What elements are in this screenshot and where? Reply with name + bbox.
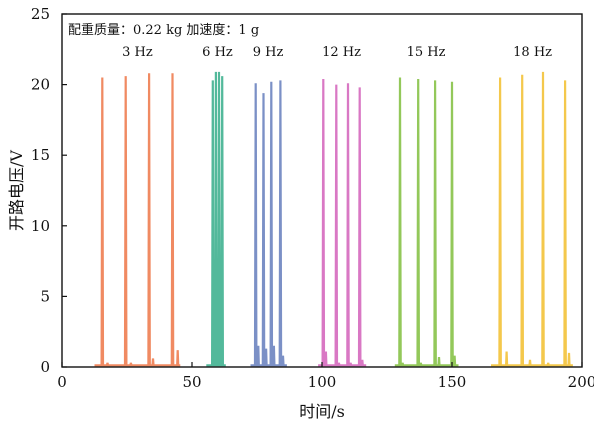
y-tick-label: 20 (31, 76, 50, 94)
x-tick-label: 150 (438, 373, 467, 391)
annotation-text: 配重质量：0.22 kg 加速度：1 g (68, 22, 259, 38)
series-9-hz (250, 80, 287, 367)
frequency-label: 15 Hz (407, 45, 446, 60)
y-tick-label: 0 (40, 358, 50, 376)
series-15-hz (394, 77, 459, 367)
series-3-hz (94, 73, 181, 367)
x-tick-label: 200 (568, 373, 594, 391)
y-tick-label: 5 (40, 287, 50, 305)
x-tick-label: 0 (57, 373, 67, 391)
series-layer (94, 71, 573, 367)
frequency-label: 12 Hz (322, 45, 361, 60)
x-tick-label: 100 (308, 373, 337, 391)
y-axis-label: 开路电压/V (7, 150, 26, 231)
frequency-label: 3 Hz (122, 45, 153, 60)
series-6-hz (206, 71, 226, 367)
x-axis-label: 时间/s (299, 402, 345, 421)
x-tick-label: 50 (182, 373, 201, 391)
frequency-label: 6 Hz (202, 45, 233, 60)
y-tick-label: 25 (31, 5, 50, 23)
group-labels-layer: 3 Hz 6 Hz 9 Hz 12 Hz 15 Hz 18 Hz (122, 45, 552, 60)
frequency-label: 18 Hz (513, 45, 552, 60)
series-12-hz (318, 78, 367, 367)
y-tick-label: 15 (31, 146, 50, 164)
ticks-layer: 0 50 100 150 200 0 5 10 15 20 25 (31, 5, 594, 391)
y-tick-label: 10 (31, 217, 50, 235)
frequency-label: 9 Hz (253, 45, 284, 60)
series-18-hz (491, 71, 573, 367)
